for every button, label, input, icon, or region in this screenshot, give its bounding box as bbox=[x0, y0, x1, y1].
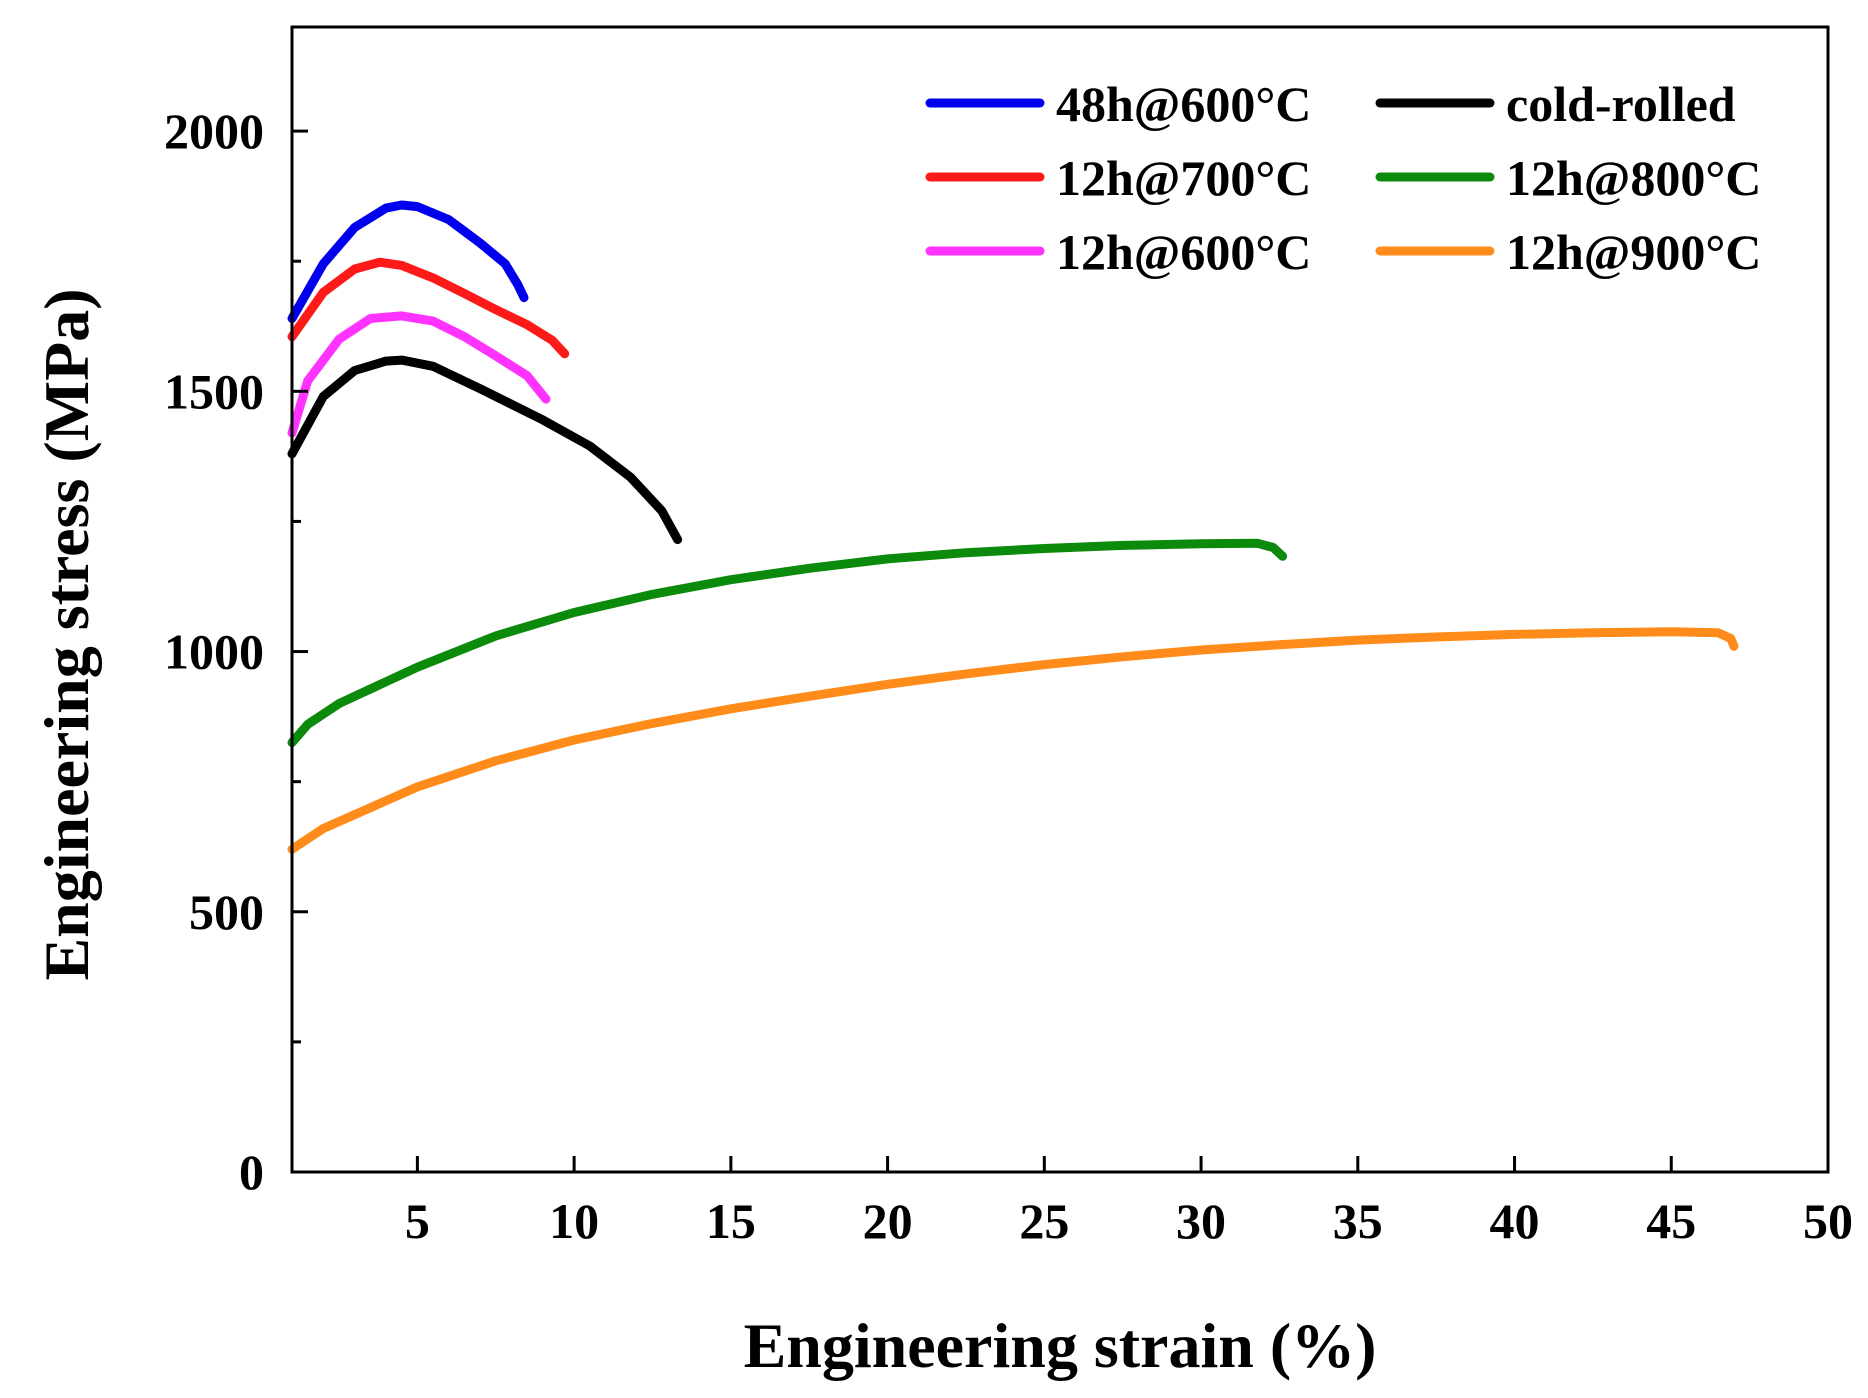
series-line-12h-900-c bbox=[287, 627, 1739, 854]
series-layer bbox=[287, 200, 1739, 854]
series-line-48h-600-c bbox=[287, 200, 529, 323]
x-tick-label-10: 10 bbox=[549, 1193, 599, 1249]
series-line-cold-rolled bbox=[287, 355, 683, 545]
plot-frame bbox=[290, 25, 1830, 1174]
x-tick-label-35: 35 bbox=[1333, 1193, 1383, 1249]
x-tick-label-50: 50 bbox=[1803, 1193, 1853, 1249]
y-tick-label-1000: 1000 bbox=[164, 624, 264, 680]
legend-label-12h-800-c: 12h@800°C bbox=[1506, 150, 1761, 206]
x-tick-label-30: 30 bbox=[1176, 1193, 1226, 1249]
legend-label-12h-900-c: 12h@900°C bbox=[1506, 224, 1761, 280]
legend-label-12h-700-c: 12h@700°C bbox=[1056, 150, 1311, 206]
x-tick-label-45: 45 bbox=[1646, 1193, 1696, 1249]
y-tick-label-2000: 2000 bbox=[164, 103, 264, 159]
x-tick-label-25: 25 bbox=[1019, 1193, 1069, 1249]
y-tick-label-500: 500 bbox=[189, 884, 264, 940]
x-tick-label-15: 15 bbox=[706, 1193, 756, 1249]
x-tick-label-40: 40 bbox=[1490, 1193, 1540, 1249]
legend-label-cold-rolled: cold-rolled bbox=[1506, 76, 1736, 132]
legend-label-48h-600-c: 48h@600°C bbox=[1056, 76, 1311, 132]
y-axis-title: Engineering stress (MPa) bbox=[31, 288, 102, 980]
x-axis-title: Engineering strain (%) bbox=[744, 1310, 1377, 1381]
series-line-12h-700-c bbox=[287, 257, 570, 359]
x-tick-label-20: 20 bbox=[863, 1193, 913, 1249]
y-tick-label-0: 0 bbox=[239, 1144, 264, 1200]
legend: 48h@600°C 12h@700°C 12h@600°C cold-rolled 12… bbox=[925, 76, 1761, 280]
y-tick-label-1500: 1500 bbox=[164, 363, 264, 419]
x-tick-label-5: 5 bbox=[405, 1193, 430, 1249]
series-line-12h-600-c bbox=[287, 311, 551, 438]
series-line-12h-800-c bbox=[287, 538, 1288, 748]
ticks-layer bbox=[292, 129, 1830, 1174]
legend-label-12h-600-c: 12h@600°C bbox=[1056, 224, 1311, 280]
